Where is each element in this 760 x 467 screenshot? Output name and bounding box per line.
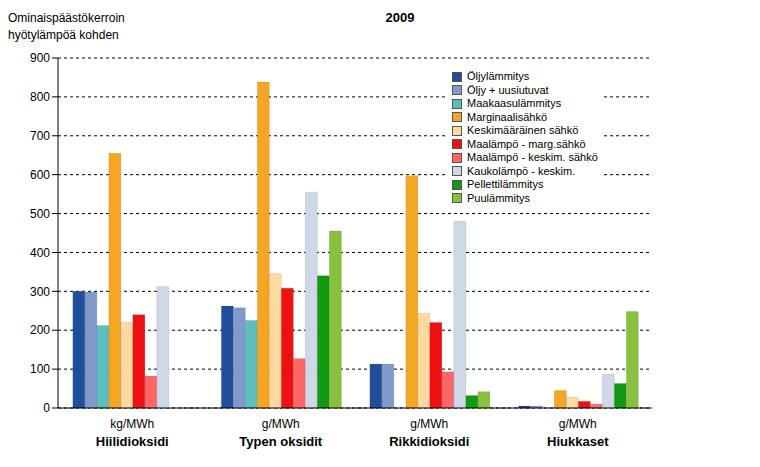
html-text:Keskimääräinen sähkö: Keskimääräinen sähkö: [467, 124, 579, 136]
svg-text:g/MWh: g/MWh: [410, 417, 448, 431]
html-text:Maakaasulämmitys: Maakaasulämmitys: [467, 97, 562, 109]
html-text:Pellettilämmitys: Pellettilämmitys: [467, 178, 544, 190]
svg-text:kg/MWh: kg/MWh: [110, 417, 154, 431]
svg-text:100: 100: [30, 362, 50, 376]
svg-text:g/MWh: g/MWh: [559, 417, 597, 431]
html-text:Kaukolämpö - keskim.: Kaukolämpö - keskim.: [467, 164, 576, 177]
html-text:Öljy + uusiutuvat: Öljy + uusiutuvat: [467, 83, 549, 96]
svg-text:Hiilidioksidi: Hiilidioksidi: [96, 434, 169, 449]
svg-text:Typen oksidit: Typen oksidit: [239, 434, 322, 449]
svg-text:400: 400: [30, 246, 50, 260]
svg-text:800: 800: [30, 90, 50, 104]
svg-text:200: 200: [30, 323, 50, 337]
html-text:2009: 2009: [385, 10, 415, 25]
html-text:Maalämpö - keskim. sähkö: Maalämpö - keskim. sähkö: [467, 151, 598, 163]
html-text:Ominaispäästökerroin hyötylämp: Ominaispäästökerroin hyötylämpöä kohden: [8, 11, 125, 42]
svg-text:900: 900: [30, 51, 50, 65]
svg-text:g/MWh: g/MWh: [262, 417, 300, 431]
svg-text:500: 500: [30, 207, 50, 221]
svg-text:700: 700: [30, 129, 50, 143]
svg-text:300: 300: [30, 285, 50, 299]
svg-text:600: 600: [30, 168, 50, 182]
html-text:Marginaalisähkö: Marginaalisähkö: [467, 110, 548, 123]
html-text:Puulämmitys: Puulämmitys: [467, 191, 530, 204]
html-text:Öljylämmitys: Öljylämmitys: [467, 70, 530, 82]
html-text:Maalämpö - marg.sähkö: Maalämpö - marg.sähkö: [467, 137, 586, 150]
svg-text:Hiukkaset: Hiukkaset: [547, 434, 609, 449]
svg-text:Rikkidioksidi: Rikkidioksidi: [389, 434, 469, 449]
svg-text:0: 0: [43, 401, 50, 415]
